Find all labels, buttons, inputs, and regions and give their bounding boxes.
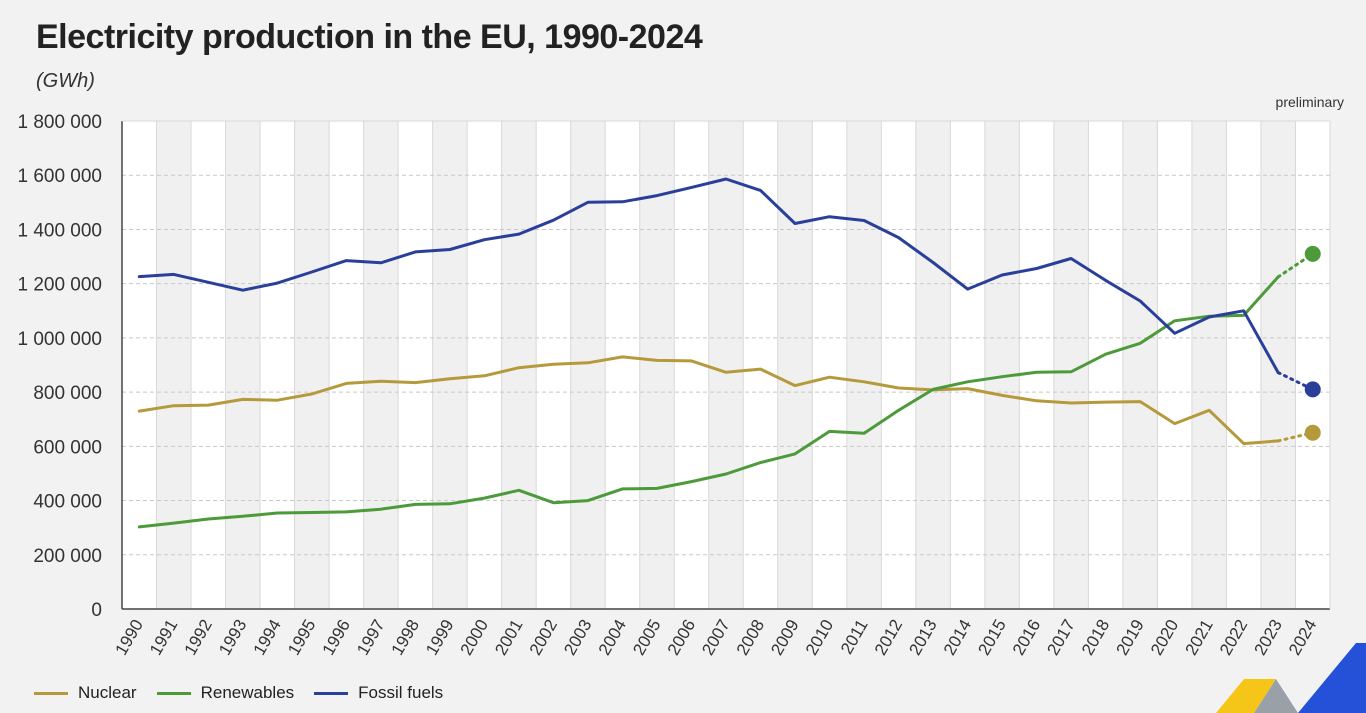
logo-yellow-shape <box>1216 679 1276 713</box>
y-tick-label: 1 600 000 <box>17 166 102 187</box>
x-tick-label: 1990 <box>112 616 147 658</box>
logo-blue-shape <box>1298 643 1366 713</box>
x-tick-label: 2014 <box>940 616 975 658</box>
column-band <box>294 121 330 609</box>
legend-item-renewables: Renewables <box>156 683 295 703</box>
x-tick-label: 2019 <box>1112 616 1147 658</box>
column-band <box>915 121 951 609</box>
legend-label-fossil: Fossil fuels <box>358 683 444 702</box>
column-band <box>225 121 261 609</box>
series-line-nuclear <box>137 355 1280 446</box>
y-tick-label: 1 400 000 <box>17 220 102 241</box>
x-tick-label: 2012 <box>871 616 906 658</box>
x-tick-label: 1994 <box>250 616 285 658</box>
x-tick-label: 2020 <box>1147 616 1182 658</box>
series-endpoint-nuclear <box>1304 424 1321 441</box>
chart-title: Electricity production in the EU, 1990-2… <box>36 18 703 56</box>
brand-corner-logo <box>1216 643 1366 713</box>
column-band <box>984 121 1020 609</box>
x-tick-label: 2001 <box>491 616 526 658</box>
legend-item-nuclear: Nuclear <box>34 683 137 703</box>
x-tick-label: 1997 <box>353 616 388 658</box>
series-endpoint-fossil-fuels <box>1304 381 1321 398</box>
legend: Nuclear Renewables Fossil fuels <box>34 683 445 703</box>
legend-label-renewables: Renewables <box>200 683 295 702</box>
series-line-renewables <box>137 275 1280 529</box>
x-tick-label: 2016 <box>1009 616 1044 658</box>
legend-item-fossil: Fossil fuels <box>314 683 443 703</box>
legend-swatch-renewables <box>156 691 191 695</box>
series-endpoint-renewables <box>1304 245 1321 262</box>
x-tick-label: 2005 <box>629 616 664 658</box>
series-line-fossil-fuels <box>137 177 1280 375</box>
column-band <box>708 121 744 609</box>
column-band <box>501 121 537 609</box>
column-band <box>846 121 882 609</box>
preliminary-annotation: preliminary <box>1275 94 1344 110</box>
x-tick-label: 2003 <box>560 616 595 658</box>
x-tick-label: 1996 <box>319 616 354 658</box>
x-tick-label: 2017 <box>1043 616 1078 658</box>
column-band <box>570 121 606 609</box>
column-band <box>639 121 675 609</box>
column-band <box>1191 121 1227 609</box>
x-tick-label: 2002 <box>526 616 561 658</box>
x-tick-label: 1995 <box>284 616 319 658</box>
x-tick-label: 1998 <box>388 616 423 658</box>
x-tick-label: 2006 <box>664 616 699 658</box>
x-tick-label: 1992 <box>181 616 216 658</box>
y-tick-label: 0 <box>91 600 102 621</box>
x-tick-label: 1991 <box>146 616 181 658</box>
column-band <box>156 121 192 609</box>
x-tick-label: 2018 <box>1078 616 1113 658</box>
y-tick-label: 200 000 <box>33 546 102 567</box>
x-tick-label: 2009 <box>767 616 802 658</box>
legend-swatch-nuclear <box>34 691 68 695</box>
x-tick-label: 2008 <box>733 616 768 658</box>
logo-gray-shape <box>1254 679 1298 713</box>
series-preliminary-fossil-fuels <box>1276 371 1315 391</box>
x-tick-label: 2010 <box>802 616 837 658</box>
x-tick-label: 2013 <box>905 616 940 658</box>
x-tick-label: 2004 <box>595 616 630 658</box>
x-tick-label: 2011 <box>837 616 872 657</box>
legend-swatch-fossil <box>314 691 349 695</box>
column-band <box>363 121 399 609</box>
legend-label-nuclear: Nuclear <box>78 683 137 702</box>
y-tick-label: 800 000 <box>33 383 102 404</box>
column-band <box>777 121 813 609</box>
y-tick-label: 400 000 <box>33 492 102 513</box>
y-tick-label: 1 000 000 <box>17 329 102 350</box>
column-band <box>1260 121 1296 609</box>
unit-label: (GWh) <box>36 70 95 92</box>
x-tick-label: 1993 <box>215 616 250 658</box>
x-tick-label: 2000 <box>457 616 492 658</box>
column-band <box>1122 121 1158 609</box>
y-tick-label: 600 000 <box>33 437 102 458</box>
y-tick-label: 1 800 000 <box>17 112 102 133</box>
x-tick-label: 2015 <box>974 616 1009 658</box>
x-tick-label: 1999 <box>422 616 457 658</box>
column-band <box>432 121 468 609</box>
x-tick-label: 2007 <box>698 616 733 658</box>
y-tick-label: 1 200 000 <box>17 275 102 296</box>
